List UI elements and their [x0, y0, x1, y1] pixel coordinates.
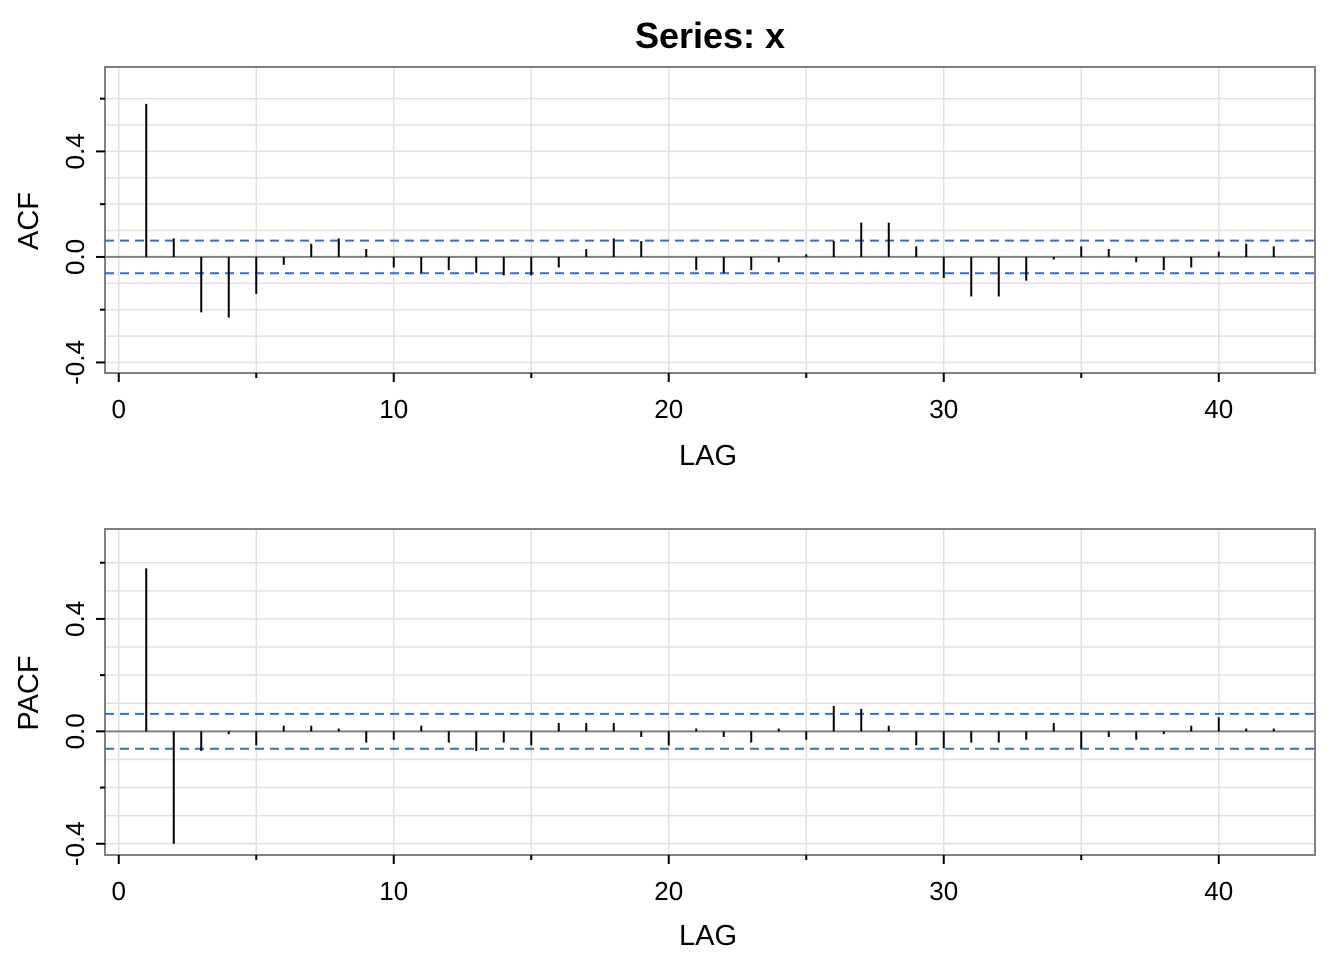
acf-y-axis-label: ACF	[13, 192, 45, 250]
acf-panel: 0 10 20 30 40 -0.4 0.0 0.4 LAG ACF	[13, 66, 1316, 472]
acf-grid	[105, 67, 1315, 373]
acf-y-tick-label: 0.0	[60, 239, 90, 275]
acf-x-tick-label: 40	[1204, 394, 1233, 424]
pacf-x-tick-label: 10	[379, 876, 408, 906]
pacf-panel: 0 10 20 30 40 -0.4 0.0 0.4 LAG PACF	[13, 528, 1316, 952]
pacf-x-tick-label: 0	[112, 876, 126, 906]
acf-x-tick-label: 0	[112, 394, 126, 424]
pacf-x-tick-label: 30	[929, 876, 958, 906]
pacf-x-axis-label: LAG	[679, 920, 737, 952]
pacf-y-tick-label: -0.4	[60, 821, 90, 866]
acf-bars	[145, 103, 1275, 318]
pacf-y-tick-label: 0.0	[60, 713, 90, 749]
acf-plot-frame	[104, 66, 1316, 374]
pacf-y-tick-label: 0.4	[60, 601, 90, 637]
acf-y-tick-label: 0.4	[60, 133, 90, 169]
chart-title: Series: x	[635, 15, 785, 56]
acf-x-tick-label: 30	[929, 394, 958, 424]
acf-x-tick-label: 10	[379, 394, 408, 424]
pacf-plot-frame	[104, 528, 1316, 856]
pacf-x-tick-label: 20	[654, 876, 683, 906]
pacf-bars	[145, 568, 1275, 844]
pacf-y-axis-label: PACF	[13, 655, 45, 730]
pacf-grid	[105, 529, 1315, 855]
acf-x-tick-label: 20	[654, 394, 683, 424]
acf-x-axis-label: LAG	[679, 440, 737, 472]
pacf-x-tick-label: 40	[1204, 876, 1233, 906]
acf-y-tick-label: -0.4	[60, 340, 90, 385]
